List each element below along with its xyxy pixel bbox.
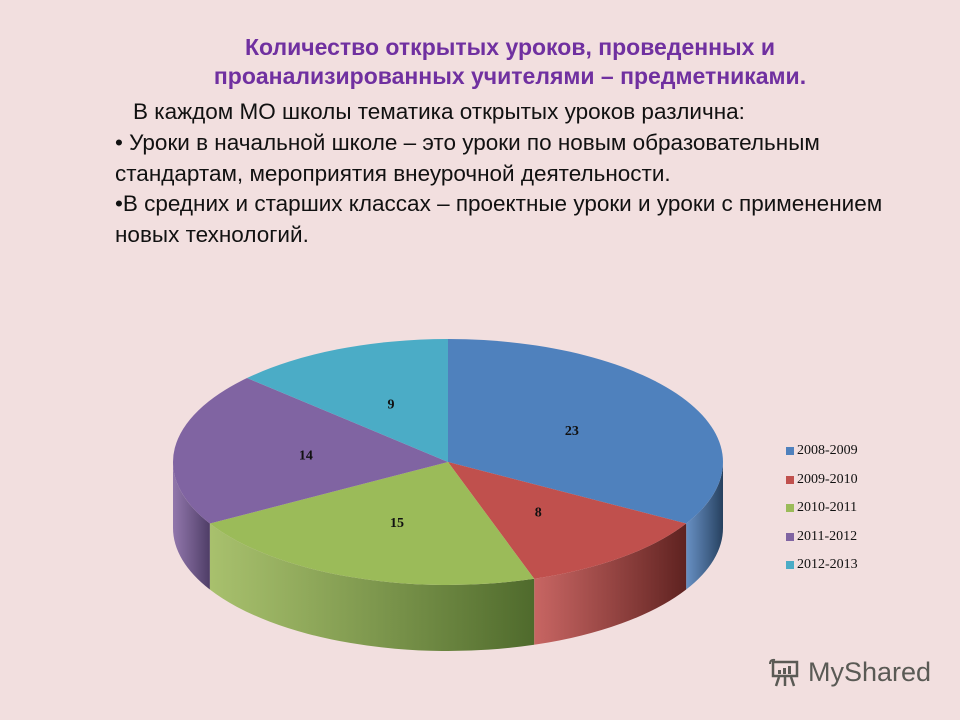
pie-side-2011-2012 bbox=[173, 462, 210, 590]
pie-sides bbox=[173, 462, 723, 651]
legend-swatch bbox=[786, 504, 794, 513]
bullet-item: • Уроки в начальной школе – это уроки по… bbox=[115, 130, 820, 186]
pie-side-2010-2011 bbox=[209, 523, 535, 651]
pie-top bbox=[172, 339, 723, 585]
bullet-list: • Уроки в начальной школе – это уроки по… bbox=[115, 128, 935, 250]
pie-slice-2010-2011 bbox=[209, 462, 535, 585]
legend-item: 2012-2013 bbox=[786, 551, 858, 580]
legend-label: 2009-2010 bbox=[797, 471, 858, 487]
watermark: MyShared bbox=[768, 657, 931, 688]
legend-label: 2010-2011 bbox=[797, 500, 858, 516]
pie-slice-2012-2013 bbox=[247, 339, 448, 462]
intro-text: В каждом МО школы тематика открытых урок… bbox=[133, 99, 745, 124]
legend-swatch bbox=[786, 532, 794, 541]
slide-title: Количество открытых уроков, проведенных … bbox=[213, 34, 807, 89]
legend-item: 2011-2012 bbox=[786, 523, 858, 552]
data-label: 9 bbox=[388, 397, 395, 412]
data-label: 14 bbox=[299, 449, 313, 464]
legend-label: 2011-2012 bbox=[797, 528, 858, 544]
pie-side-2009-2010 bbox=[534, 523, 687, 645]
pie-slice-2009-2010 bbox=[448, 462, 687, 579]
legend-swatch bbox=[786, 475, 794, 484]
bullet-item: •В средних и старших классах – проектные… bbox=[115, 191, 883, 247]
data-label: 23 bbox=[565, 424, 579, 439]
watermark-text: MyShared bbox=[808, 657, 932, 687]
legend-item: 2008-2009 bbox=[786, 437, 858, 466]
data-label: 8 bbox=[535, 506, 542, 521]
pie-side-2008-2009 bbox=[686, 462, 723, 590]
legend-item: 2009-2010 bbox=[786, 466, 858, 495]
pie-slice-2008-2009 bbox=[448, 339, 723, 524]
legend-item: 2010-2011 bbox=[786, 494, 858, 523]
presentation-board-icon bbox=[769, 658, 799, 686]
pie-slice-2011-2012 bbox=[172, 378, 448, 524]
legend-label: 2012-2013 bbox=[797, 557, 858, 573]
legend-label: 2008-2009 bbox=[797, 443, 858, 459]
chart-legend: 2008-2009 2009-2010 2010-2011 2011-2012 2012… bbox=[786, 437, 858, 580]
legend-swatch bbox=[786, 561, 794, 570]
legend-swatch bbox=[786, 447, 794, 456]
data-label: 15 bbox=[390, 516, 404, 531]
